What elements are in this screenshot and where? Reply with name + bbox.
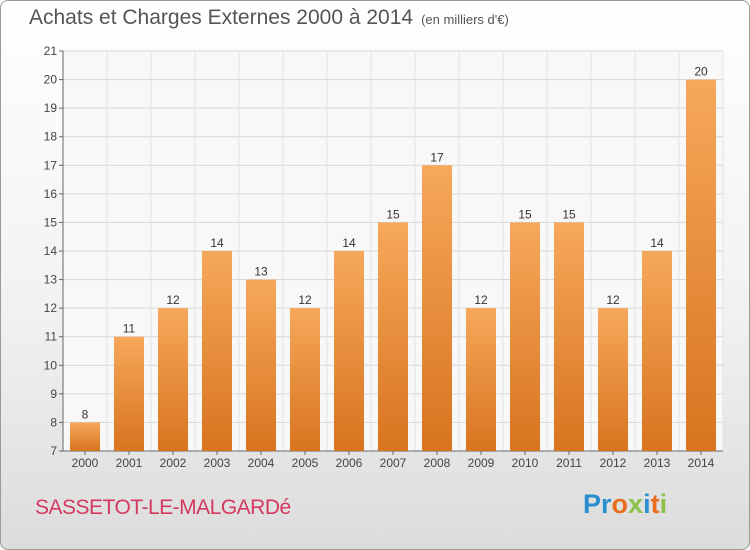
y-tick-label: 17 xyxy=(44,158,58,172)
logo-letter: r xyxy=(601,489,612,519)
logo-letter: P xyxy=(583,489,602,519)
chart-unit: (en milliers d'€) xyxy=(421,12,509,27)
x-tick-label: 2004 xyxy=(248,456,275,470)
y-tick-label: 20 xyxy=(44,73,58,87)
chart-title: Achats et Charges Externes 2000 à 2014 (e… xyxy=(29,6,509,30)
bar xyxy=(510,222,540,451)
bar xyxy=(114,336,144,451)
x-tick-label: 2007 xyxy=(380,456,407,470)
bar xyxy=(554,222,584,451)
bar xyxy=(158,308,188,451)
y-tick-label: 8 xyxy=(50,415,57,429)
bar-value-label: 13 xyxy=(254,265,268,279)
x-tick-label: 2014 xyxy=(688,456,715,470)
x-tick-label: 2011 xyxy=(556,456,582,470)
y-tick-label: 10 xyxy=(44,358,58,372)
bar-value-label: 12 xyxy=(166,293,180,307)
bar-value-label: 15 xyxy=(562,207,576,221)
bar xyxy=(70,422,100,451)
y-tick-label: 13 xyxy=(44,273,58,287)
bar xyxy=(246,279,276,451)
proxiti-logo[interactable]: Proxiti xyxy=(583,489,667,520)
bar-value-label: 12 xyxy=(474,293,488,307)
bar xyxy=(686,79,716,452)
bar-value-label: 20 xyxy=(694,65,708,79)
bar xyxy=(598,308,628,451)
bar-value-label: 17 xyxy=(430,150,444,164)
bar xyxy=(290,308,320,451)
x-tick-label: 2009 xyxy=(468,456,495,470)
bar-value-label: 12 xyxy=(606,293,620,307)
bar-value-label: 15 xyxy=(386,207,400,221)
logo-letter: t xyxy=(650,489,660,519)
bar-value-label: 14 xyxy=(650,236,664,250)
y-tick-label: 12 xyxy=(44,301,58,315)
x-tick-label: 2001 xyxy=(116,456,143,470)
bar-value-label: 8 xyxy=(82,407,89,421)
y-tick-label: 18 xyxy=(44,130,58,144)
bar xyxy=(466,308,496,451)
bar xyxy=(642,251,672,451)
bar xyxy=(378,222,408,451)
x-tick-label: 2002 xyxy=(160,456,187,470)
y-tick-label: 11 xyxy=(45,330,58,344)
y-tick-label: 16 xyxy=(44,187,58,201)
y-tick-label: 9 xyxy=(50,387,57,401)
bar-value-label: 12 xyxy=(298,293,312,307)
commune-name: SASSETOT-LE-MALGARDé xyxy=(35,496,291,519)
x-tick-label: 2005 xyxy=(292,456,319,470)
logo-letter: x xyxy=(628,489,644,519)
chart-title-text: Achats et Charges Externes 2000 à 2014 xyxy=(29,6,414,29)
bar-value-label: 11 xyxy=(123,322,136,336)
bar xyxy=(202,251,232,451)
y-tick-label: 19 xyxy=(44,101,58,115)
logo-letter: i xyxy=(643,489,651,519)
x-tick-label: 2012 xyxy=(600,456,627,470)
x-tick-label: 2000 xyxy=(72,456,99,470)
bar xyxy=(422,165,452,452)
bar-value-label: 14 xyxy=(342,236,356,250)
y-tick-label: 21 xyxy=(44,44,58,58)
bar xyxy=(334,251,364,451)
x-tick-label: 2010 xyxy=(512,456,539,470)
logo-letter: o xyxy=(611,489,629,519)
y-tick-label: 14 xyxy=(44,244,58,258)
logo-letter: i xyxy=(659,489,668,519)
y-tick-label: 15 xyxy=(44,215,58,229)
bar-value-label: 15 xyxy=(518,207,532,221)
y-tick-label: 7 xyxy=(50,444,57,458)
x-tick-label: 2003 xyxy=(204,456,231,470)
bar-value-label: 14 xyxy=(210,236,224,250)
x-tick-label: 2013 xyxy=(644,456,671,470)
x-tick-label: 2008 xyxy=(424,456,451,470)
x-tick-label: 2006 xyxy=(336,456,363,470)
